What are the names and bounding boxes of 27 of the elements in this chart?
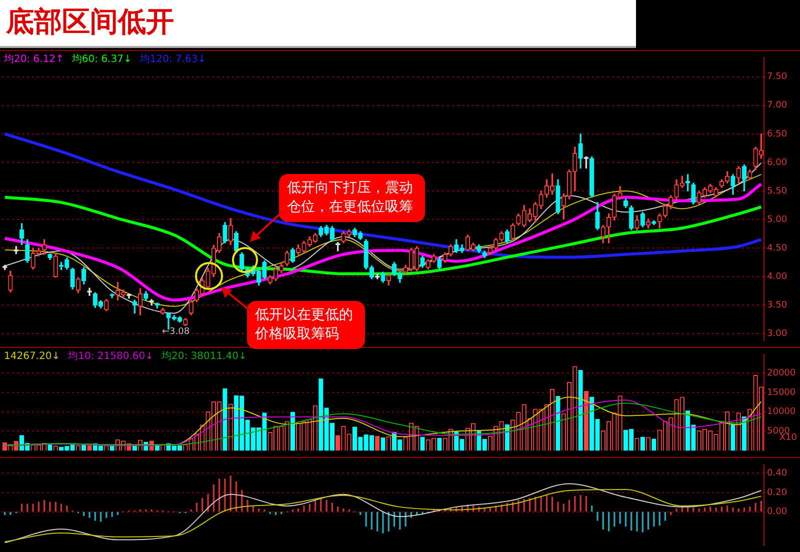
annotation: ←3.08: [162, 327, 190, 337]
y-tick-label: 0.20: [767, 488, 788, 498]
text: 均10: 21580.60↓: [68, 351, 154, 362]
text: 均20: 6.12↑: [4, 54, 64, 65]
y-tick-label: 10000: [767, 407, 796, 418]
y-tick-label: 6.00: [767, 158, 788, 168]
y-tick-label: 4.50: [767, 243, 788, 254]
chart-title: 底部区间低开: [6, 5, 174, 38]
text: 均120: 7.63↓: [140, 54, 206, 65]
y-tick-label: 15000: [767, 388, 796, 398]
y-tick-label: 20000: [767, 368, 796, 378]
text: X10: [779, 433, 797, 443]
y-tick-label: 3.00: [767, 329, 788, 340]
text: 14267.20↓: [4, 351, 60, 362]
y-tick-label: 4.00: [767, 272, 788, 282]
y-tick-label: 5.50: [767, 186, 788, 196]
y-tick-label: 5.00: [767, 214, 788, 225]
y-tick-label: 3.50: [767, 300, 788, 311]
annotation: 低开以在更低的价格吸取筹码: [247, 301, 365, 349]
y-tick-label: 0.40: [767, 468, 788, 478]
y-tick-label: 0.00: [767, 507, 788, 518]
text: 均20: 38011.40↓: [161, 351, 247, 362]
annotation: 低开向下打压，震动仓位，在更低位吸筹: [279, 174, 425, 222]
y-tick-label: 7.50: [767, 72, 788, 82]
text: 均60: 6.37↓: [72, 54, 132, 65]
y-tick-label: 6.50: [767, 129, 788, 140]
y-tick-label: 7.00: [767, 100, 788, 111]
